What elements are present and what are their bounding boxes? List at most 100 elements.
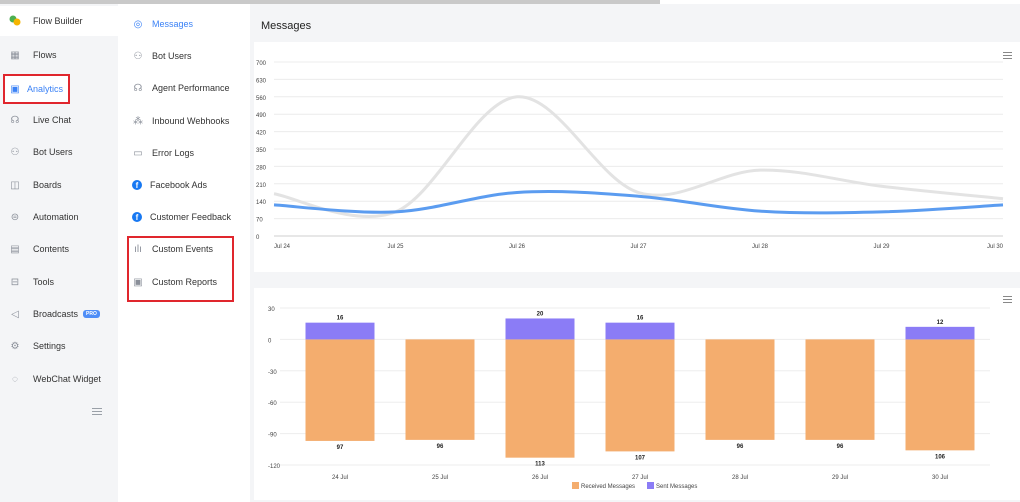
line-chart: 0 70 140 210 280 350 420 490 560 630 700 Jul 24 Jul …	[256, 61, 1004, 250]
sidebar-item-flows[interactable]: ▦ Flows	[0, 40, 118, 70]
flows-icon: ▦	[10, 49, 20, 61]
sidebar-item-label: Flow Builder	[33, 16, 83, 26]
bar-received	[305, 339, 375, 441]
sidebar-item-settings[interactable]: ⚙ Settings	[0, 331, 118, 361]
subnav-item-label: Custom Reports	[152, 277, 218, 287]
bar-chart-card: 30 0 -30 -60 -90 -120 97 16 24 Jul 96 25 Jul 113 20 2…	[254, 288, 1020, 500]
flow-builder-icon	[9, 15, 21, 27]
analytics-subnav: ◎ Messages ⚇ Bot Users ☊ Agent Performan…	[118, 4, 250, 502]
data-label-sent: 20	[537, 311, 544, 317]
data-label-received: 106	[935, 454, 946, 460]
y-tick-label: 280	[256, 165, 267, 171]
subnav-item-label: Messages	[152, 19, 194, 29]
sidebar-item-label: Flows	[33, 50, 57, 60]
subnav-item-error-logs[interactable]: ▭ Error Logs	[118, 138, 250, 168]
chart-menu-icon[interactable]	[1003, 296, 1012, 305]
sidebar-item-bot-users[interactable]: ⚇ Bot Users	[0, 137, 118, 167]
live-chat-icon: ☊	[10, 114, 20, 126]
data-label-received: 113	[535, 462, 545, 468]
collapse-sidebar-icon[interactable]	[92, 408, 102, 417]
y-tick-label: -30	[268, 370, 277, 376]
bar-received	[505, 339, 575, 458]
subnav-item-label: Bot Users	[152, 51, 192, 61]
y-tick-label: 350	[256, 148, 267, 154]
bot-users-icon: ⚇	[133, 50, 143, 62]
webchat-icon: ◌	[12, 373, 18, 385]
sidebar-item-label: Bot Users	[33, 147, 73, 157]
chart-menu-icon[interactable]	[1003, 52, 1012, 61]
page-title: Messages	[261, 20, 312, 32]
sidebar-item-live-chat[interactable]: ☊ Live Chat	[0, 105, 118, 135]
data-label-sent: 12	[937, 320, 944, 326]
sidebar-item-label: Contents	[33, 244, 70, 254]
subnav-item-facebook-ads[interactable]: f Facebook Ads	[118, 170, 250, 200]
contents-icon: ▤	[10, 243, 20, 255]
subnav-item-label: Customer Feedback	[150, 212, 232, 222]
legend-label-received: Received Messages	[581, 484, 635, 490]
bar-received	[805, 339, 875, 440]
series-line-2	[273, 190, 1004, 215]
sidebar-item-label: Boards	[33, 180, 62, 190]
data-label-received: 96	[737, 444, 744, 450]
data-label-received: 97	[337, 445, 344, 451]
automation-icon: ⊜	[10, 211, 20, 223]
y-tick-label: 420	[256, 131, 267, 137]
sidebar-item-webchat-widget[interactable]: ◌ WebChat Widget	[0, 364, 118, 394]
bar-received	[905, 339, 975, 451]
sidebar-item-tools[interactable]: ⊟ Tools	[0, 267, 118, 297]
x-tick-label: Jul 28	[752, 244, 769, 250]
subnav-item-inbound-webhooks[interactable]: ⁂ Inbound Webhooks	[118, 106, 250, 136]
window-top-strip	[0, 0, 660, 4]
subnav-item-custom-events[interactable]: ılı Custom Events	[118, 234, 250, 264]
subnav-item-label: Error Logs	[152, 148, 195, 158]
error-logs-icon: ▭	[133, 147, 143, 159]
y-tick-label: 630	[256, 78, 267, 84]
bar-chart-icon: ılı	[134, 243, 142, 255]
headset-icon: ☊	[133, 82, 143, 94]
x-tick-label: Jul 26	[509, 244, 526, 250]
tools-icon: ⊟	[10, 276, 20, 288]
boards-icon: ◫	[10, 179, 20, 191]
settings-icon: ⚙	[10, 340, 20, 352]
subnav-item-custom-reports[interactable]: ▣ Custom Reports	[118, 267, 250, 297]
y-tick-label: -60	[268, 401, 277, 407]
sidebar-item-label: Tools	[33, 277, 55, 287]
y-tick-label: 210	[256, 183, 267, 189]
sidebar-item-automation[interactable]: ⊜ Automation	[0, 202, 118, 232]
y-tick-label: -90	[268, 433, 277, 439]
sidebar-item-label: Broadcasts	[33, 309, 79, 319]
x-tick-label: 26 Jul	[532, 475, 548, 481]
x-tick-label: 30 Jul	[932, 475, 948, 481]
subnav-item-messages[interactable]: ◎ Messages	[118, 9, 250, 39]
bar-chart: 30 0 -30 -60 -90 -120 97 16 24 Jul 96 25 Jul 113 20 2…	[268, 307, 990, 490]
sidebar-item-flow-builder[interactable]: Flow Builder	[0, 6, 118, 36]
x-tick-label: 29 Jul	[832, 475, 848, 481]
sidebar-item-contents[interactable]: ▤ Contents	[0, 234, 118, 264]
messages-icon: ◎	[133, 18, 143, 30]
sidebar-item-label: Live Chat	[33, 115, 72, 125]
subnav-item-bot-users[interactable]: ⚇ Bot Users	[118, 41, 250, 71]
y-tick-label: 0	[268, 338, 272, 344]
sidebar-item-broadcasts[interactable]: ◁ Broadcasts PRO	[0, 299, 118, 329]
legend-label-sent: Sent Messages	[656, 484, 697, 490]
sidebar-item-analytics[interactable]: ▣ Analytics	[3, 74, 70, 104]
bar-received	[605, 339, 675, 452]
sidebar-item-boards[interactable]: ◫ Boards	[0, 170, 118, 200]
data-label-received: 96	[437, 444, 444, 450]
x-tick-label: 28 Jul	[732, 475, 748, 481]
sidebar-item-label: WebChat Widget	[33, 374, 101, 384]
sidebar: Flow Builder ▦ Flows ▣ Analytics ☊ Live …	[0, 4, 118, 502]
bar-received	[705, 339, 775, 440]
subnav-item-customer-feedback[interactable]: f Customer Feedback	[118, 202, 250, 232]
x-tick-label: 27 Jul	[632, 475, 648, 481]
y-tick-label: 560	[256, 96, 267, 102]
x-tick-label: Jul 29	[873, 244, 890, 250]
bar-sent	[605, 322, 675, 340]
data-label-received: 107	[635, 455, 646, 461]
analytics-icon: ▣	[10, 83, 20, 95]
subnav-item-agent-performance[interactable]: ☊ Agent Performance	[118, 73, 250, 103]
y-tick-label: 490	[256, 113, 267, 119]
x-tick-label: Jul 24	[274, 244, 291, 250]
report-icon: ▣	[133, 276, 143, 288]
x-tick-label: Jul 30	[987, 244, 1004, 250]
